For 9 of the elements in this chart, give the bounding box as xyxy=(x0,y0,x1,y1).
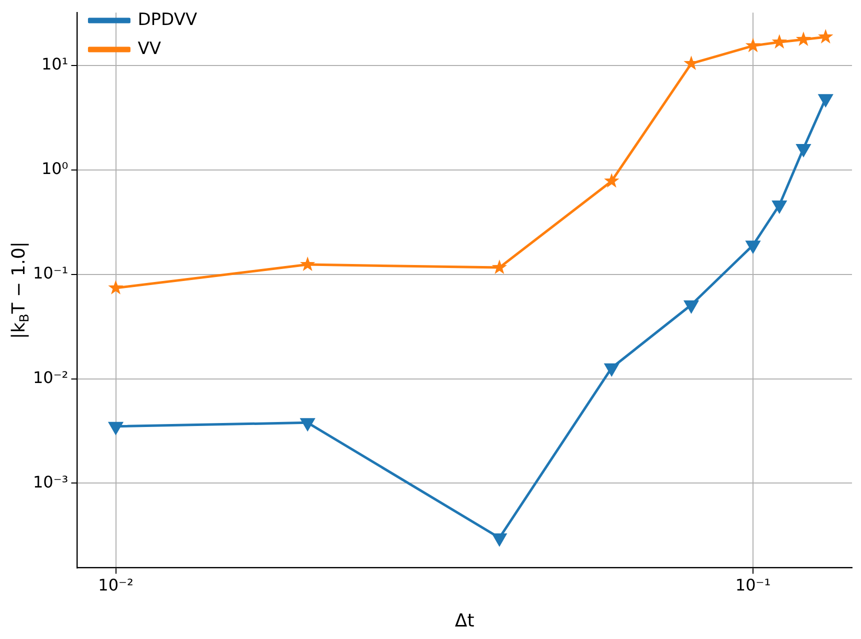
y-tick-label: 10⁻³ xyxy=(33,472,68,492)
y-tick-label: 10¹ xyxy=(41,54,68,74)
x-axis-title: Δt xyxy=(454,610,474,632)
y-axis-title: |kBT − 1.0| xyxy=(8,242,32,339)
y-tick-label: 10⁻² xyxy=(33,368,68,387)
y-tick-label: 10⁰ xyxy=(41,158,68,178)
y-tick-label: 10⁻¹ xyxy=(33,263,68,282)
legend-label: VV xyxy=(138,38,162,59)
legend-label: DPDVV xyxy=(138,10,198,30)
